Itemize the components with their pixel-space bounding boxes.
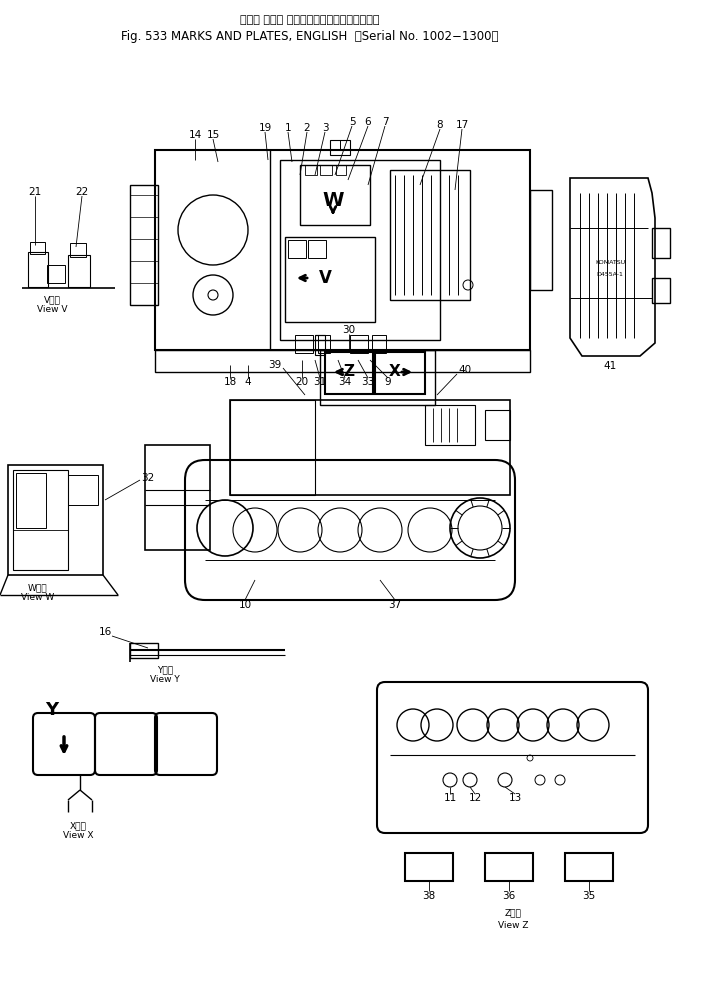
- Text: 12: 12: [468, 793, 482, 803]
- Bar: [485, 410, 510, 440]
- Text: D455A-1: D455A-1: [597, 272, 623, 277]
- Text: 6: 6: [365, 117, 371, 127]
- Bar: [13, 470, 68, 570]
- Bar: [8, 465, 103, 575]
- Text: View Z: View Z: [498, 920, 528, 929]
- Text: 22: 22: [75, 187, 88, 197]
- Text: 31: 31: [313, 377, 327, 387]
- Bar: [155, 350, 530, 372]
- Text: 36: 36: [503, 891, 516, 901]
- Text: 15: 15: [206, 130, 220, 140]
- Bar: [230, 400, 510, 495]
- Text: 4: 4: [245, 377, 251, 387]
- Bar: [230, 400, 315, 495]
- Bar: [308, 240, 326, 258]
- Text: 17: 17: [455, 120, 469, 130]
- Bar: [47, 265, 65, 283]
- Text: Fig. 533 MARKS AND PLATES, ENGLISH  （Serial No. 1002−1300）: Fig. 533 MARKS AND PLATES, ENGLISH （Seri…: [121, 30, 499, 43]
- Text: X: X: [389, 365, 401, 379]
- Bar: [145, 445, 210, 550]
- Bar: [325, 352, 373, 394]
- Text: 13: 13: [508, 793, 521, 803]
- Bar: [390, 170, 470, 300]
- Text: View Y: View Y: [150, 675, 180, 684]
- Text: 32: 32: [141, 473, 154, 483]
- Text: 14: 14: [188, 130, 202, 140]
- Bar: [565, 853, 613, 881]
- Text: Y　視: Y 視: [157, 665, 173, 674]
- Text: 37: 37: [388, 600, 401, 610]
- Bar: [320, 350, 435, 405]
- Bar: [30, 242, 45, 254]
- Bar: [372, 335, 386, 353]
- Bar: [16, 473, 46, 528]
- Text: Z　視: Z 視: [505, 908, 521, 917]
- Text: W: W: [322, 191, 344, 210]
- Bar: [130, 643, 158, 658]
- Bar: [68, 255, 90, 287]
- Bar: [405, 853, 453, 881]
- Text: 40: 40: [458, 365, 472, 375]
- Text: X　視: X 視: [70, 822, 86, 831]
- Text: 35: 35: [582, 891, 596, 901]
- Bar: [300, 165, 370, 225]
- Text: 19: 19: [258, 123, 271, 133]
- Bar: [288, 240, 306, 258]
- Text: 9: 9: [385, 377, 391, 387]
- Bar: [320, 165, 332, 175]
- Text: 38: 38: [422, 891, 436, 901]
- Bar: [425, 405, 475, 445]
- Text: 8: 8: [437, 120, 443, 130]
- Text: View X: View X: [62, 832, 93, 841]
- Bar: [375, 352, 425, 394]
- Bar: [68, 475, 98, 505]
- Bar: [305, 165, 317, 175]
- Bar: [330, 140, 350, 155]
- Text: 33: 33: [361, 377, 375, 387]
- Bar: [318, 335, 330, 353]
- Text: Z: Z: [343, 365, 355, 379]
- Text: W　視: W 視: [28, 584, 48, 593]
- Bar: [285, 237, 375, 322]
- Text: 41: 41: [603, 361, 617, 371]
- Bar: [350, 335, 368, 353]
- Text: 3: 3: [322, 123, 328, 133]
- Bar: [130, 185, 158, 305]
- Text: 39: 39: [269, 360, 281, 370]
- Text: 2: 2: [304, 123, 310, 133]
- Text: 11: 11: [444, 793, 457, 803]
- Text: 1: 1: [285, 123, 292, 133]
- Text: 18: 18: [223, 377, 237, 387]
- Bar: [652, 228, 670, 258]
- Text: 34: 34: [338, 377, 352, 387]
- Text: View V: View V: [37, 305, 67, 314]
- Text: 7: 7: [382, 117, 388, 127]
- Bar: [336, 165, 346, 175]
- Text: KOMATSU: KOMATSU: [595, 260, 625, 265]
- Text: 16: 16: [98, 627, 111, 637]
- Text: V: V: [319, 269, 332, 287]
- Bar: [485, 853, 533, 881]
- Bar: [315, 335, 325, 355]
- Text: View W: View W: [22, 594, 55, 603]
- Text: 21: 21: [29, 187, 42, 197]
- Text: 30: 30: [342, 325, 355, 335]
- Bar: [28, 252, 48, 287]
- Bar: [530, 190, 552, 290]
- Text: Y: Y: [45, 701, 58, 719]
- Text: V　視: V 視: [44, 295, 60, 304]
- Text: 20: 20: [295, 377, 309, 387]
- Text: マーク および プレート，英　　語（適用号機: マーク および プレート，英 語（適用号機: [241, 15, 380, 25]
- Bar: [295, 335, 313, 353]
- Text: 10: 10: [238, 600, 251, 610]
- Bar: [652, 278, 670, 303]
- Bar: [70, 243, 86, 257]
- Bar: [280, 160, 440, 340]
- Bar: [155, 150, 530, 350]
- Text: 5: 5: [349, 117, 355, 127]
